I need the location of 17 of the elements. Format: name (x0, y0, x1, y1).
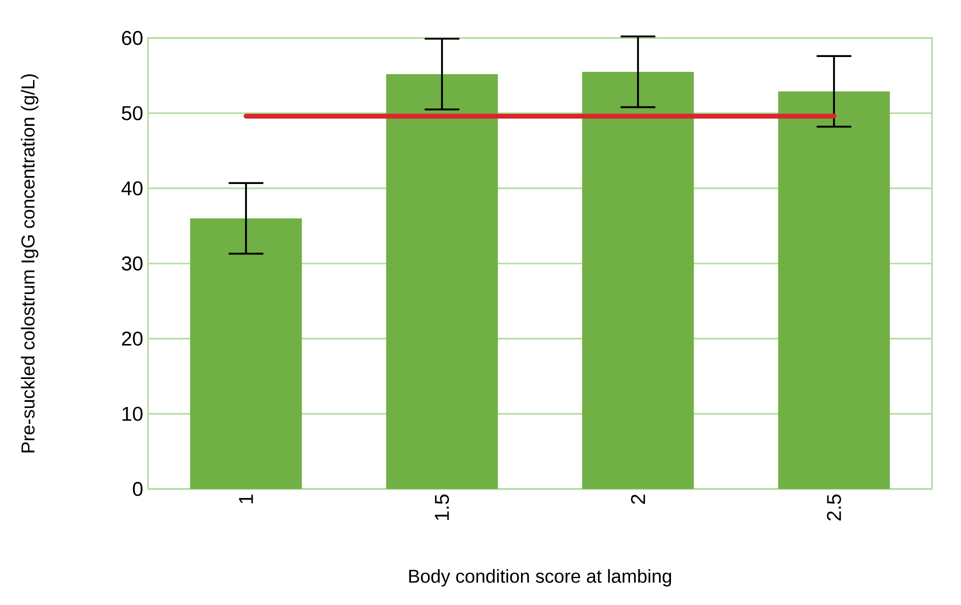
y-tick-label: 60 (122, 30, 142, 46)
x-axis-title: Body condition score at lambing (409, 569, 672, 587)
y-tick-label: 50 (122, 106, 142, 120)
x-tick-label: 2.5 (826, 494, 842, 520)
bar (778, 91, 890, 489)
y-axis-title: Pre-suckled colostrum IgG concentration (g/L) (20, 74, 38, 452)
y-tick-label: 20 (122, 332, 142, 346)
y-tick-label: 10 (122, 406, 142, 421)
bar (582, 72, 694, 489)
y-tick-label: 0 (132, 482, 142, 496)
x-tick-label: 2 (631, 494, 645, 504)
bar (386, 74, 498, 489)
x-tick-label: 1 (239, 494, 253, 504)
y-tick-label: 40 (122, 181, 142, 196)
x-tick-label: 1.5 (435, 494, 449, 520)
y-tick-label: 30 (122, 256, 142, 271)
bar (190, 218, 302, 489)
